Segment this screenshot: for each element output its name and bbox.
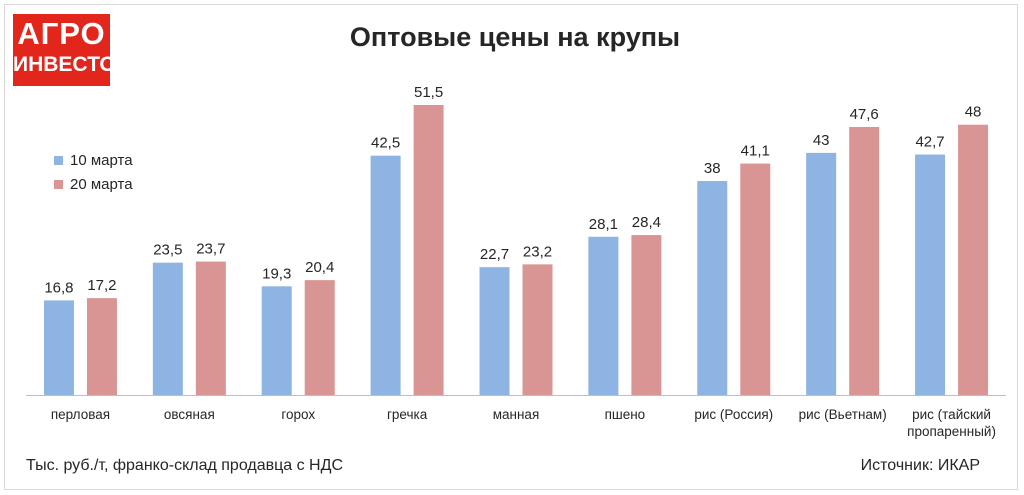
category-label: горох <box>281 407 315 422</box>
agroinvestor-logo: АГРО ИНВЕСТОР <box>13 14 130 86</box>
data-label: 20,4 <box>305 259 334 276</box>
data-label: 48 <box>965 104 982 121</box>
legend-swatch-series-1 <box>54 155 63 165</box>
category-label: овсяная <box>164 407 215 422</box>
data-label: 22,7 <box>480 246 509 263</box>
logo-line-1: АГРО <box>17 16 106 51</box>
bar-series-2 <box>304 280 335 395</box>
data-label: 41,1 <box>741 143 770 160</box>
category-label: гречка <box>387 407 428 422</box>
data-label: 28,1 <box>589 216 618 233</box>
data-label: 51,5 <box>414 84 443 101</box>
bar-series-2 <box>413 105 444 395</box>
bar-series-2 <box>958 124 989 395</box>
bar-series-1 <box>588 236 619 395</box>
data-label: 28,4 <box>632 214 661 231</box>
data-label: 23,5 <box>153 242 182 259</box>
category-label: манная <box>493 407 540 422</box>
category-label: перловая <box>51 407 110 422</box>
bar-series-2 <box>522 264 553 395</box>
chart-legend: 10 марта 20 марта <box>54 148 133 196</box>
data-label: 23,2 <box>523 243 552 260</box>
source-note: Источник: ИКАР <box>860 457 980 474</box>
category-label: рис (тайский <box>912 407 991 422</box>
bar-series-1 <box>261 286 292 395</box>
units-note: Тыс. руб./т, франко-склад продавца с НДС <box>26 457 343 474</box>
legend-item-series-2: 20 марта <box>54 172 133 196</box>
data-label: 38 <box>704 160 721 177</box>
category-label: рис (Россия) <box>694 407 773 422</box>
bar-series-2 <box>740 163 771 395</box>
data-label: 42,5 <box>371 135 400 152</box>
bar-series-2 <box>195 261 226 395</box>
category-label: пропаренный) <box>907 424 996 439</box>
data-label: 43 <box>813 132 830 149</box>
chart-frame <box>4 4 1018 490</box>
bar-series-1 <box>806 152 837 395</box>
bar-series-2 <box>849 126 880 395</box>
legend-swatch-series-2 <box>54 179 63 189</box>
data-label: 42,7 <box>915 134 944 151</box>
bar-series-1 <box>370 155 401 395</box>
legend-label-series-1: 10 марта <box>70 151 133 169</box>
data-label: 47,6 <box>850 106 879 123</box>
data-label: 23,7 <box>196 241 225 258</box>
category-label: рис (Вьетнам) <box>799 407 887 422</box>
legend-item-series-1: 10 марта <box>54 148 133 172</box>
data-label: 19,3 <box>262 265 291 282</box>
bar-series-2 <box>631 235 662 395</box>
bar-series-1 <box>697 181 728 395</box>
bar-series-1 <box>43 300 74 395</box>
bar-series-2 <box>86 298 117 395</box>
data-label: 17,2 <box>87 277 116 294</box>
category-label: пшено <box>605 407 646 422</box>
logo-line-2: ИНВЕСТОР <box>13 53 130 76</box>
chart-title: Оптовые цены на крупы <box>349 22 681 52</box>
bar-series-1 <box>479 267 510 395</box>
data-label: 16,8 <box>44 279 73 296</box>
legend-label-series-2: 20 марта <box>70 175 133 193</box>
bar-series-1 <box>915 154 946 395</box>
bar-series-1 <box>152 262 183 395</box>
